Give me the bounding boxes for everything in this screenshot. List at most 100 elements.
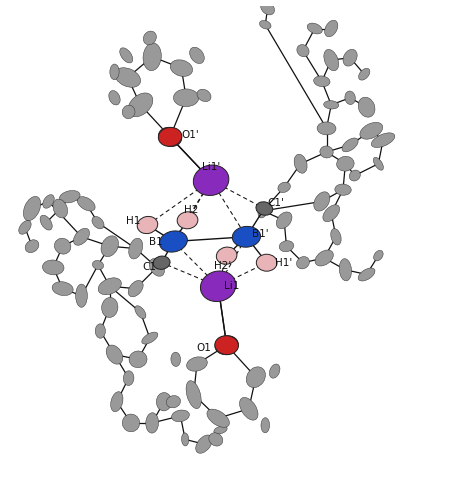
Text: B1: B1	[149, 237, 163, 246]
Ellipse shape	[314, 76, 330, 86]
Ellipse shape	[256, 254, 277, 271]
Ellipse shape	[149, 258, 164, 276]
Ellipse shape	[109, 91, 120, 105]
Text: H2: H2	[184, 205, 199, 215]
Ellipse shape	[146, 413, 159, 433]
Ellipse shape	[53, 199, 68, 218]
Ellipse shape	[122, 414, 140, 432]
Ellipse shape	[216, 247, 237, 264]
Ellipse shape	[358, 268, 375, 281]
Ellipse shape	[323, 205, 340, 222]
Text: B1': B1'	[252, 229, 269, 240]
Ellipse shape	[137, 216, 158, 234]
Ellipse shape	[324, 49, 338, 71]
Ellipse shape	[331, 228, 341, 245]
Ellipse shape	[359, 68, 370, 80]
Ellipse shape	[120, 48, 133, 63]
Ellipse shape	[317, 122, 336, 135]
Ellipse shape	[156, 393, 172, 411]
Ellipse shape	[92, 216, 104, 229]
Ellipse shape	[339, 259, 352, 281]
Ellipse shape	[128, 93, 153, 117]
Ellipse shape	[153, 256, 170, 270]
Ellipse shape	[101, 236, 118, 256]
Ellipse shape	[209, 433, 223, 446]
Ellipse shape	[246, 367, 265, 387]
Ellipse shape	[186, 381, 201, 409]
Ellipse shape	[297, 44, 309, 57]
Ellipse shape	[259, 20, 271, 29]
Ellipse shape	[115, 68, 141, 87]
Ellipse shape	[360, 122, 383, 139]
Ellipse shape	[335, 184, 351, 195]
Text: Li1: Li1	[224, 281, 239, 291]
Ellipse shape	[343, 49, 357, 66]
Ellipse shape	[122, 105, 135, 119]
Ellipse shape	[143, 31, 156, 45]
Ellipse shape	[25, 240, 39, 253]
Ellipse shape	[43, 260, 64, 275]
Ellipse shape	[297, 256, 310, 269]
Text: C1: C1	[143, 262, 157, 272]
Ellipse shape	[324, 100, 339, 109]
Ellipse shape	[214, 426, 227, 434]
Text: Li1': Li1'	[202, 162, 220, 172]
Text: O1': O1'	[182, 130, 200, 141]
Ellipse shape	[371, 133, 395, 147]
Ellipse shape	[95, 324, 105, 338]
Ellipse shape	[170, 60, 192, 76]
Ellipse shape	[349, 170, 360, 181]
Ellipse shape	[52, 282, 73, 296]
Ellipse shape	[129, 238, 143, 259]
Text: H2': H2'	[214, 261, 231, 271]
Ellipse shape	[279, 241, 294, 252]
Ellipse shape	[315, 250, 333, 266]
Ellipse shape	[320, 146, 333, 158]
Ellipse shape	[269, 364, 280, 378]
Text: H1': H1'	[274, 258, 292, 268]
Ellipse shape	[215, 336, 238, 355]
Ellipse shape	[239, 398, 258, 420]
Ellipse shape	[59, 190, 80, 203]
Ellipse shape	[201, 271, 236, 301]
Ellipse shape	[325, 20, 338, 37]
Ellipse shape	[258, 204, 268, 218]
Ellipse shape	[314, 192, 330, 211]
Ellipse shape	[197, 89, 211, 101]
Ellipse shape	[207, 409, 229, 427]
Ellipse shape	[173, 89, 199, 107]
Ellipse shape	[276, 212, 292, 228]
Ellipse shape	[342, 138, 358, 152]
Ellipse shape	[123, 371, 134, 385]
Ellipse shape	[129, 351, 147, 368]
Text: C1': C1'	[268, 198, 284, 208]
Ellipse shape	[177, 212, 198, 229]
Ellipse shape	[196, 435, 212, 453]
Ellipse shape	[307, 23, 322, 34]
Ellipse shape	[337, 156, 354, 171]
Ellipse shape	[256, 202, 273, 215]
Ellipse shape	[128, 281, 143, 297]
Ellipse shape	[182, 433, 189, 446]
Ellipse shape	[232, 227, 261, 247]
Ellipse shape	[101, 298, 118, 317]
Ellipse shape	[261, 418, 270, 433]
Ellipse shape	[215, 336, 238, 355]
Ellipse shape	[374, 157, 383, 170]
Text: O1: O1	[197, 342, 211, 353]
Ellipse shape	[159, 231, 187, 252]
Ellipse shape	[40, 215, 52, 230]
Ellipse shape	[76, 284, 87, 307]
Ellipse shape	[55, 238, 71, 254]
Ellipse shape	[158, 128, 182, 146]
Ellipse shape	[110, 64, 119, 80]
Ellipse shape	[358, 97, 375, 117]
Ellipse shape	[23, 197, 41, 221]
Ellipse shape	[190, 47, 204, 63]
Ellipse shape	[77, 197, 95, 211]
Ellipse shape	[43, 195, 54, 208]
Text: H1: H1	[126, 216, 140, 226]
Ellipse shape	[172, 410, 190, 422]
Ellipse shape	[374, 250, 383, 261]
Ellipse shape	[345, 91, 356, 104]
